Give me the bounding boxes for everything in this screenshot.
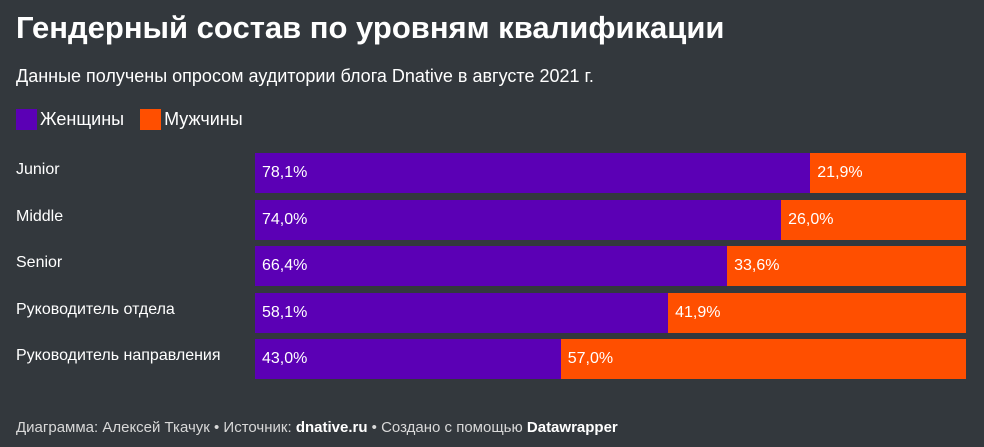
bar-segment-men[interactable]: [781, 199, 966, 240]
bar-segment-women[interactable]: [255, 292, 669, 333]
bar-segment-women[interactable]: [255, 153, 811, 193]
stacked-bar-chart: Junior 78,1% 21,9% Middle 74,0% 26,0% Senior 66…: [0, 150, 984, 386]
bar-track: 78,1% 21,9%: [255, 153, 966, 193]
chart-title: Гендерный состав по уровням квалификации: [16, 10, 725, 45]
category-label: Middle: [16, 207, 64, 225]
legend-label-women: Женщины: [40, 109, 125, 129]
bar-row: Руководитель отдела 58,1% 41,9%: [0, 290, 984, 333]
footer-prefix: Диаграмма: Алексей Ткачук • Источник:: [16, 419, 296, 436]
bar-segment-women[interactable]: [255, 246, 728, 286]
footer-tool-link[interactable]: Datawrapper: [526, 419, 618, 436]
bar-row: Senior 66,4% 33,6%: [0, 243, 984, 286]
legend-label-men: Мужчины: [164, 109, 243, 129]
bar-segment-women[interactable]: [255, 339, 561, 379]
legend-swatch-women: [16, 109, 37, 130]
bar-segment-men[interactable]: [668, 292, 966, 333]
value-label-women: 74,0%: [262, 210, 308, 228]
value-label-women: 66,4%: [262, 257, 308, 274]
bar-row: Junior 78,1% 21,9%: [0, 150, 984, 193]
bar-track: 66,4% 33,6%: [255, 246, 966, 286]
footer-source-link[interactable]: dnative.ru: [295, 419, 368, 436]
category-label: Junior: [16, 161, 60, 178]
bar-segment-men[interactable]: [727, 246, 966, 286]
category-label: Руководитель отдела: [16, 300, 175, 318]
value-label-men: 57,0%: [567, 350, 614, 367]
legend-item-women: Женщины: [16, 109, 124, 130]
value-label-men: 26,0%: [788, 210, 834, 228]
bar-track: 74,0% 26,0%: [255, 199, 966, 240]
category-label: Руководитель направления: [16, 347, 221, 364]
bar-segment-men[interactable]: [810, 153, 966, 193]
legend-item-men: Мужчины: [140, 109, 243, 130]
footer-middle: • Создано с помощью: [367, 419, 527, 436]
legend-swatch-men: [140, 109, 162, 130]
value-label-women: 58,1%: [262, 303, 308, 321]
chart-footer: Диаграмма: Алексей Ткачук • Источник: dn…: [16, 419, 618, 436]
bar-track: 58,1% 41,9%: [255, 292, 966, 333]
bar-row: Middle 74,0% 26,0%: [0, 197, 984, 240]
value-label-men: 33,6%: [734, 257, 780, 274]
chart-subtitle: Данные получены опросом аудитории блога …: [16, 66, 594, 86]
value-label-women: 43,0%: [262, 350, 308, 367]
bar-segment-women[interactable]: [255, 199, 782, 240]
bar-row: Руководитель направления 43,0% 57,0%: [0, 336, 984, 379]
bar-track: 43,0% 57,0%: [255, 339, 966, 379]
value-label-men: 21,9%: [817, 164, 863, 181]
value-label-women: 78,1%: [262, 164, 308, 181]
value-label-men: 41,9%: [675, 303, 721, 321]
legend: Женщины Мужчины: [16, 109, 259, 130]
category-label: Senior: [16, 254, 63, 271]
bar-segment-men[interactable]: [560, 339, 966, 379]
